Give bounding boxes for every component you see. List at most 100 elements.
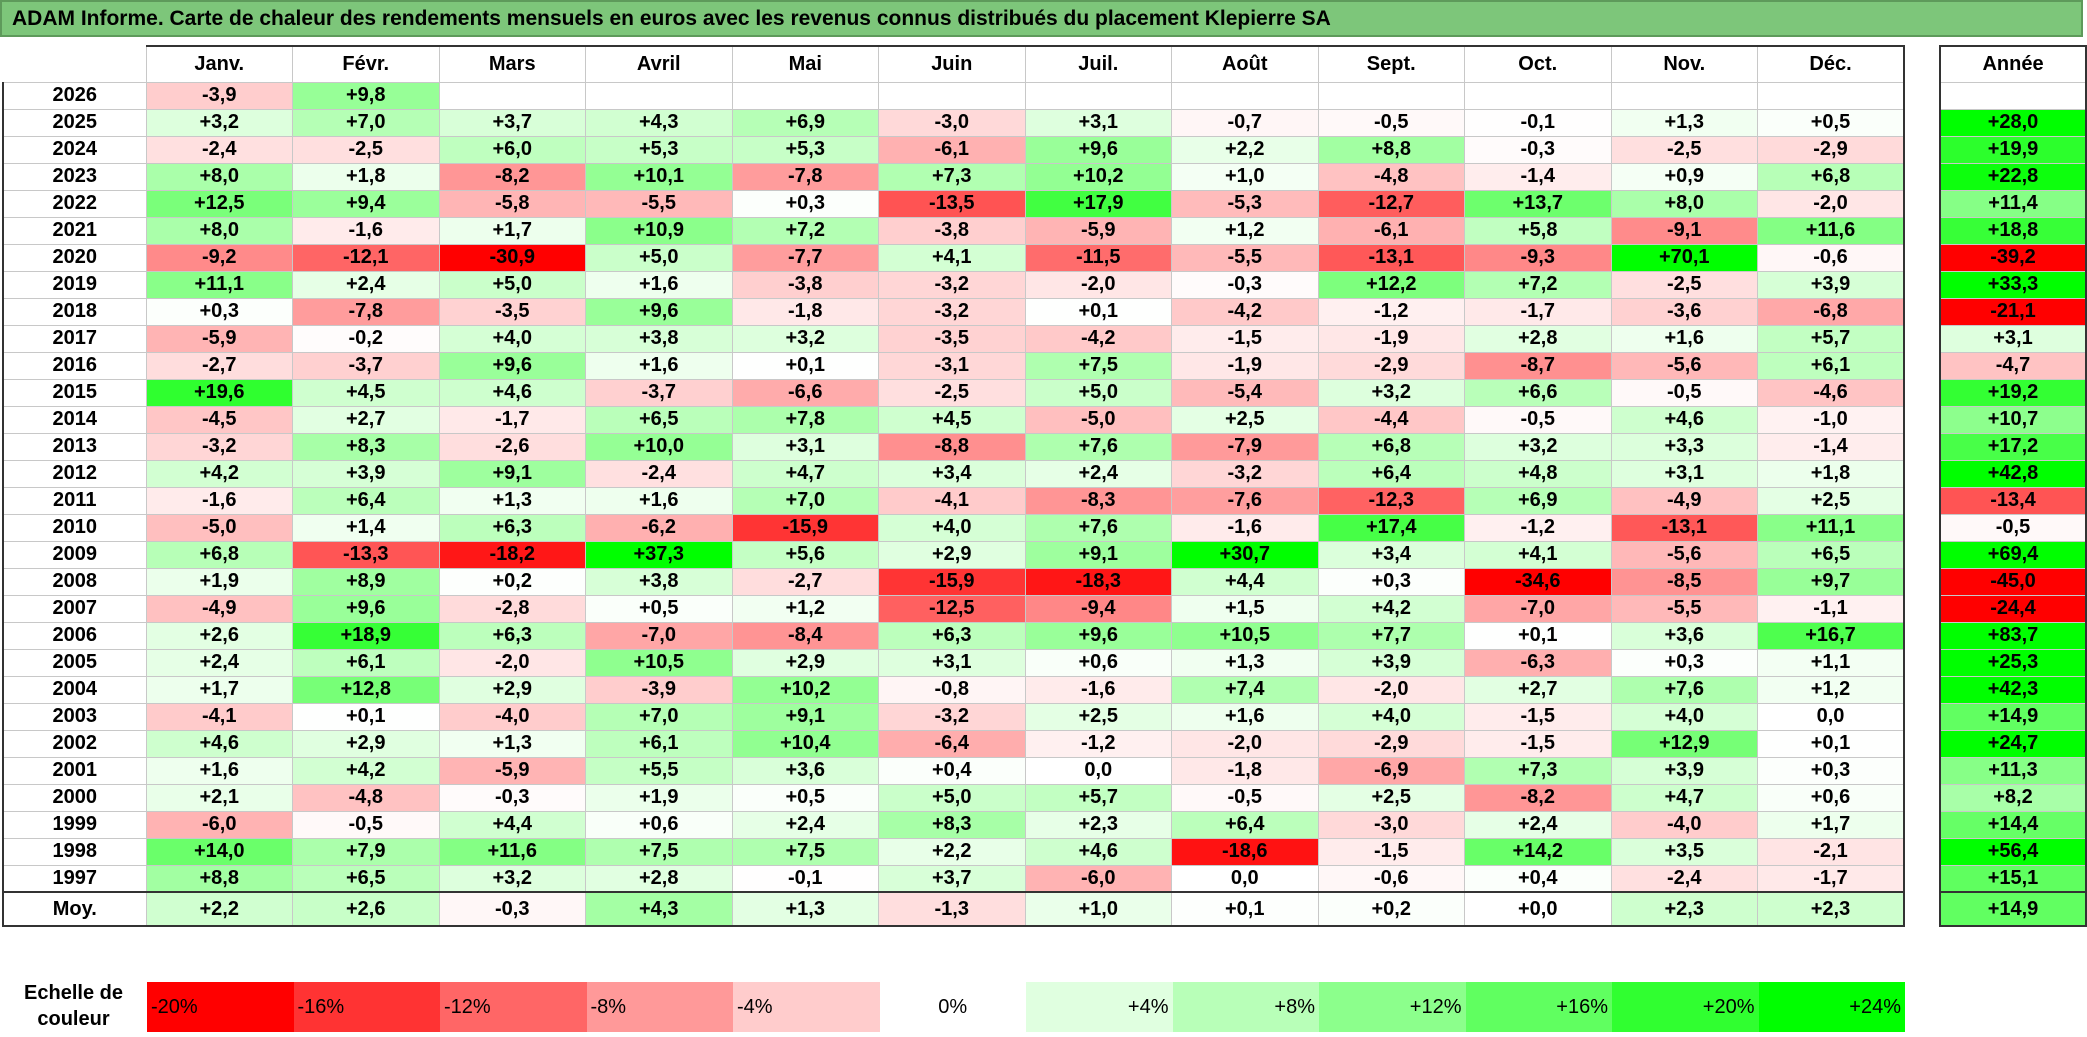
annual-row: +42,3 — [1939, 675, 2087, 704]
heatmap-cell: -5,9 — [1024, 216, 1172, 245]
heatmap-cell: +0,3 — [1610, 648, 1758, 677]
annual-column: Année +28,0 +19,9 +22,8 +11,4 +18,8 -39,2 +33,3… — [1939, 45, 2087, 927]
heatmap-cell: -2,4 — [1610, 864, 1758, 893]
heatmap-cell: +1,5 — [1171, 594, 1319, 623]
annual-row: +3,1 — [1939, 324, 2087, 353]
annual-row: -0,5 — [1939, 513, 2087, 542]
heatmap-cell: +4,6 — [1610, 405, 1758, 434]
heatmap-cell: +4,1 — [1464, 540, 1612, 569]
heatmap-cell: +8,8 — [1317, 135, 1465, 164]
year-label: 1997 — [2, 864, 147, 893]
year-label: 2005 — [2, 648, 147, 677]
heatmap-cell: +1,1 — [1757, 648, 1905, 677]
heatmap-cell: +2,9 — [292, 729, 440, 758]
annual-cell: +3,1 — [1939, 324, 2087, 353]
heatmap-cell: -6,4 — [878, 729, 1026, 758]
heatmap-cell: +9,6 — [585, 297, 733, 326]
year-label: 1998 — [2, 837, 147, 866]
annual-cell: +69,4 — [1939, 540, 2087, 569]
heatmap-cell: +5,3 — [585, 135, 733, 164]
annual-cell: +14,4 — [1939, 810, 2087, 839]
heatmap-cell: -15,9 — [878, 567, 1026, 596]
annual-cell: +56,4 — [1939, 837, 2087, 866]
heatmap-cell: +12,2 — [1317, 270, 1465, 299]
annual-cell: +11,4 — [1939, 189, 2087, 218]
heatmap-cell: -2,5 — [1610, 270, 1758, 299]
year-label: 2009 — [2, 540, 147, 569]
heatmap-cell: +7,2 — [731, 216, 879, 245]
year-label: 2015 — [2, 378, 147, 407]
heatmap-cell: +7,6 — [1610, 675, 1758, 704]
heatmap-cell: -5,0 — [145, 513, 293, 542]
month-header: Avril — [585, 45, 733, 83]
heatmap-cell: +2,5 — [1317, 783, 1465, 812]
heatmap-cell: +11,1 — [1757, 513, 1905, 542]
heatmap-cell: -1,6 — [1171, 513, 1319, 542]
heatmap-cell: +0,5 — [1757, 108, 1905, 137]
heatmap-cell: -4,0 — [438, 702, 586, 731]
heatmap-cell: -6,1 — [878, 135, 1026, 164]
heatmap-cell: +14,2 — [1464, 837, 1612, 866]
annual-row: -4,7 — [1939, 351, 2087, 380]
heatmap-cell: -8,3 — [1024, 486, 1172, 515]
year-label: 2017 — [2, 324, 147, 353]
heatmap-cell: +6,6 — [1464, 378, 1612, 407]
annual-row: +11,3 — [1939, 756, 2087, 785]
heatmap-cell: +9,6 — [1024, 135, 1172, 164]
heatmap-cell — [731, 81, 879, 110]
heatmap-cell: +11,6 — [438, 837, 586, 866]
heatmap-cell: +3,7 — [878, 864, 1026, 893]
annual-row: +28,0 — [1939, 108, 2087, 137]
year-label: 2014 — [2, 405, 147, 434]
heatmap-cell: +2,5 — [1757, 486, 1905, 515]
heatmap-cell: +14,0 — [145, 837, 293, 866]
heatmap-cell: +2,2 — [1171, 135, 1319, 164]
heatmap-cell: -4,0 — [1610, 810, 1758, 839]
heatmap-cell: -7,8 — [731, 162, 879, 191]
heatmap-cell: -3,1 — [878, 351, 1026, 380]
heatmap-cell: +0,3 — [1317, 567, 1465, 596]
year-row: 2011 -1,6 +6,4 +1,3 +1,6 +7,0 -4,1 -8,3 -7,6 -12,… — [2, 486, 1905, 515]
heatmap-cell: -4,2 — [1024, 324, 1172, 353]
heatmap-cell: +7,4 — [1171, 675, 1319, 704]
report-title: ADAM Informe. Carte de chaleur des rende… — [0, 0, 2083, 37]
annual-row — [1939, 81, 2087, 110]
heatmap-cell: -3,7 — [292, 351, 440, 380]
monthly-heatmap: Janv. Févr. Mars Avril Mai Juin Juil. Août Sept.… — [2, 45, 1905, 927]
heatmap-cell: -6,6 — [731, 378, 879, 407]
heatmap-cell: +6,1 — [585, 729, 733, 758]
heatmap-cell: +17,4 — [1317, 513, 1465, 542]
year-label: 1999 — [2, 810, 147, 839]
heatmap-cell: +5,0 — [585, 243, 733, 272]
heatmap-cell: +1,2 — [1171, 216, 1319, 245]
heatmap-cell: -0,6 — [1317, 864, 1465, 893]
average-cell: +2,3 — [1757, 891, 1905, 927]
heatmap-cell: -4,6 — [1757, 378, 1905, 407]
year-label: 2006 — [2, 621, 147, 650]
heatmap-cell: -5,8 — [438, 189, 586, 218]
heatmap-cell: -2,7 — [731, 567, 879, 596]
year-row: 1997 +8,8 +6,5 +3,2 +2,8 -0,1 +3,7 -6,0 0,0 -0,6 +… — [2, 864, 1905, 893]
heatmap-cell: +3,2 — [438, 864, 586, 893]
year-row: 2015 +19,6 +4,5 +4,6 -3,7 -6,6 -2,5 +5,0 -5,4 +3,… — [2, 378, 1905, 407]
heatmap-cell: +5,7 — [1024, 783, 1172, 812]
heatmap-cell: -1,9 — [1171, 351, 1319, 380]
legend-swatch: 0% — [879, 982, 1026, 1032]
heatmap-cell: +3,8 — [585, 324, 733, 353]
heatmap-cell: -5,9 — [145, 324, 293, 353]
heatmap-cell: -3,6 — [1610, 297, 1758, 326]
heatmap-cell: 0,0 — [1757, 702, 1905, 731]
heatmap-cell: -1,7 — [438, 405, 586, 434]
average-cell: +2,6 — [292, 891, 440, 927]
heatmap-cell: +6,8 — [1757, 162, 1905, 191]
heatmap-cell: +1,7 — [438, 216, 586, 245]
annual-row: +22,8 — [1939, 162, 2087, 191]
year-label: 2000 — [2, 783, 147, 812]
heatmap-cell: +2,4 — [145, 648, 293, 677]
heatmap-cell: +6,5 — [292, 864, 440, 893]
annual-row: +15,1 — [1939, 864, 2087, 893]
heatmap-cell: +2,8 — [1464, 324, 1612, 353]
heatmap-cell: -1,7 — [1464, 297, 1612, 326]
year-row: 2003 -4,1 +0,1 -4,0 +7,0 +9,1 -3,2 +2,5 +1,6 +4,0… — [2, 702, 1905, 731]
heatmap-cell: -15,9 — [731, 513, 879, 542]
